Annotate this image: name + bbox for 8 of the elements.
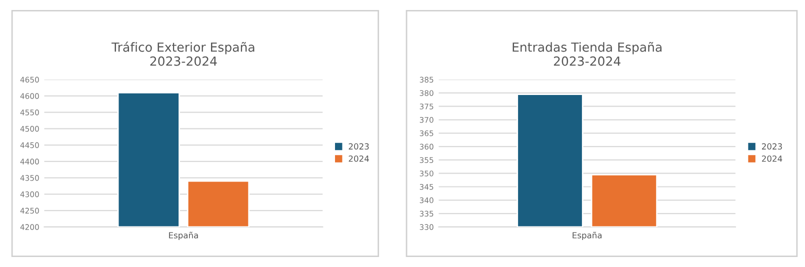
x-tick-label: España xyxy=(572,232,602,240)
x-tick-label: España xyxy=(169,232,198,240)
legend-label: 2023 xyxy=(348,143,369,150)
legend-label: 2024 xyxy=(762,155,782,162)
chart-title: Entradas Tienda España 2023-2024 xyxy=(512,42,662,66)
legend-label: 2023 xyxy=(762,143,782,150)
chart-title: Tráfico Exterior España 2023-2024 xyxy=(112,42,254,66)
legend-label: 2024 xyxy=(348,155,369,162)
